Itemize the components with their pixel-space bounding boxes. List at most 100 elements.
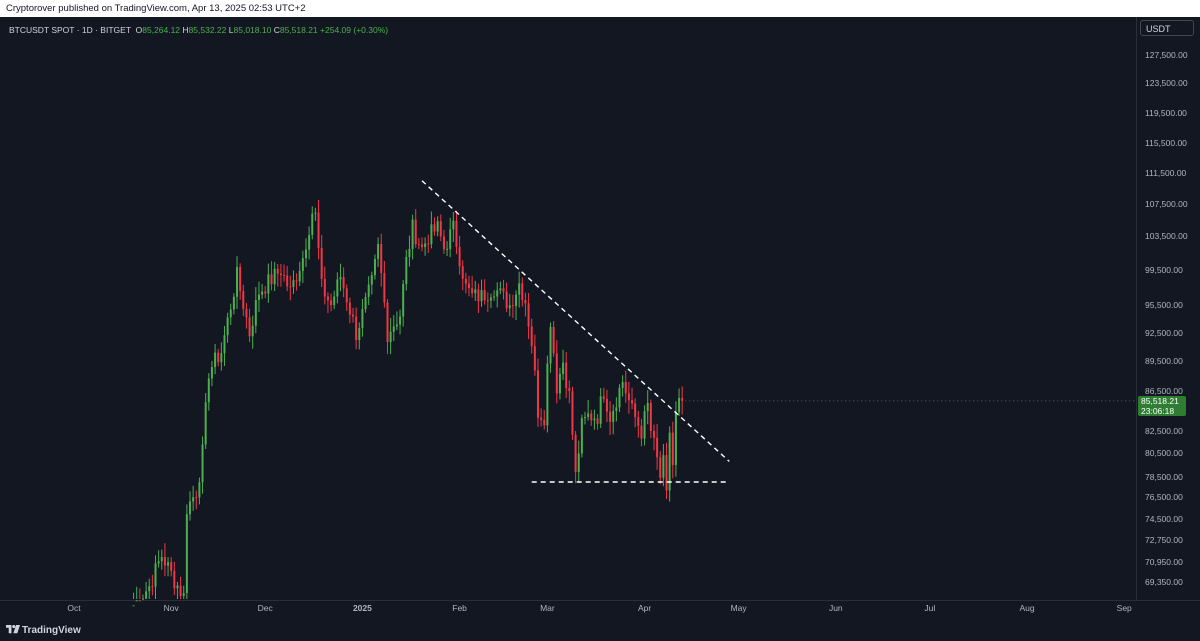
candle-body [468, 283, 471, 289]
candle-body [646, 402, 649, 412]
candle-body [364, 296, 367, 310]
y-tick-label: 103,500.00 [1145, 231, 1188, 241]
candle-body [656, 437, 659, 458]
candle-body [493, 296, 496, 298]
descending-trendline [421, 180, 730, 462]
candle-body [446, 248, 449, 250]
candle-body [464, 278, 467, 284]
candle-body [634, 403, 637, 418]
candle-body [515, 294, 518, 307]
price-axis[interactable] [1137, 17, 1200, 600]
candle-body [643, 411, 646, 439]
candle-body [326, 296, 329, 301]
candle-body [668, 432, 671, 491]
candle-body [188, 501, 191, 515]
candle-body [536, 370, 539, 418]
candle-body [671, 432, 674, 466]
x-tick-label: Feb [452, 603, 467, 613]
candle-body [201, 444, 204, 483]
candle-body [317, 212, 320, 249]
candle-body [345, 288, 348, 303]
y-tick-label: 76,500.00 [1145, 492, 1183, 502]
candle-body [370, 275, 373, 285]
candle-body [533, 346, 536, 371]
x-tick-label: 2025 [353, 603, 372, 613]
candle-body [192, 497, 195, 502]
candle-body [383, 273, 386, 303]
candle-body [499, 288, 502, 291]
candle-body [182, 593, 185, 596]
candle-body [449, 229, 452, 249]
change-value: +254.09 (+0.30%) [320, 25, 389, 35]
symbol-name[interactable]: BTCUSDT SPOT · 1D · BITGET [9, 25, 131, 35]
candle-body [232, 296, 235, 310]
candle-body [157, 561, 160, 564]
candle-body [602, 396, 605, 399]
candle-body [323, 278, 326, 297]
candle-body [540, 417, 543, 420]
candle-body [605, 398, 608, 412]
candle-body [373, 259, 376, 276]
candle-body [148, 586, 151, 592]
candle-body [577, 453, 580, 473]
candle-body [292, 280, 295, 288]
candle-body [477, 289, 480, 302]
y-tick-label: 82,500.00 [1145, 426, 1183, 436]
candle-body [386, 302, 389, 343]
publish-bar: Cryptorover published on TradingView.com… [0, 0, 1200, 17]
y-tick-label: 69,350.00 [1145, 577, 1183, 587]
candle-body [546, 363, 549, 426]
candle-body [248, 317, 251, 337]
candle-body [167, 562, 170, 566]
x-tick-label: Apr [638, 603, 651, 613]
candle-body [308, 234, 311, 250]
y-tick-label: 115,500.00 [1145, 138, 1187, 148]
candle-body [367, 284, 370, 297]
candle-body [678, 397, 681, 413]
candle-body [286, 275, 289, 287]
candle-body [389, 331, 392, 343]
candle-body [242, 290, 245, 309]
y-tick-label: 78,500.00 [1145, 472, 1183, 482]
candle-body [236, 266, 239, 297]
candle-body [584, 417, 587, 419]
candle-body [505, 291, 508, 309]
candle-body [596, 418, 599, 424]
candle-body [229, 309, 232, 318]
candle-body [627, 393, 630, 401]
time-axis[interactable] [0, 600, 1200, 620]
currency-button[interactable]: USDT [1140, 20, 1194, 36]
candle-body [486, 300, 489, 302]
candle-body [170, 562, 173, 571]
candle-body [511, 305, 514, 307]
candle-body [198, 482, 201, 498]
candle-body [342, 277, 345, 289]
candle-body [163, 556, 166, 566]
symbol-legend[interactable]: BTCUSDT SPOT · 1D · BITGET O85,264.12 H8… [9, 25, 388, 35]
candle-body [433, 224, 436, 232]
candle-body [261, 291, 264, 295]
candle-body [298, 270, 301, 282]
candle-body [555, 353, 558, 394]
x-tick-label: Nov [164, 603, 180, 613]
candle-body [552, 326, 555, 354]
candle-body [355, 316, 358, 340]
candle-body [574, 434, 577, 473]
candle-body [160, 556, 163, 562]
candle-body [562, 362, 565, 374]
candle-body [411, 219, 414, 249]
candle-body [471, 288, 474, 294]
x-tick-label: Mar [540, 603, 555, 613]
x-tick-label: Jun [829, 603, 843, 613]
candle-body [659, 457, 662, 478]
candle-body [665, 455, 668, 491]
candle-body [320, 248, 323, 279]
candle-body [301, 258, 304, 271]
candle-body [496, 290, 499, 297]
tradingview-logo-icon[interactable] [6, 625, 20, 636]
low-value: 85,018.10 [233, 25, 272, 35]
candle-body [461, 266, 464, 279]
tradingview-brand[interactable]: TradingView [22, 625, 81, 636]
candle-body [455, 220, 458, 247]
